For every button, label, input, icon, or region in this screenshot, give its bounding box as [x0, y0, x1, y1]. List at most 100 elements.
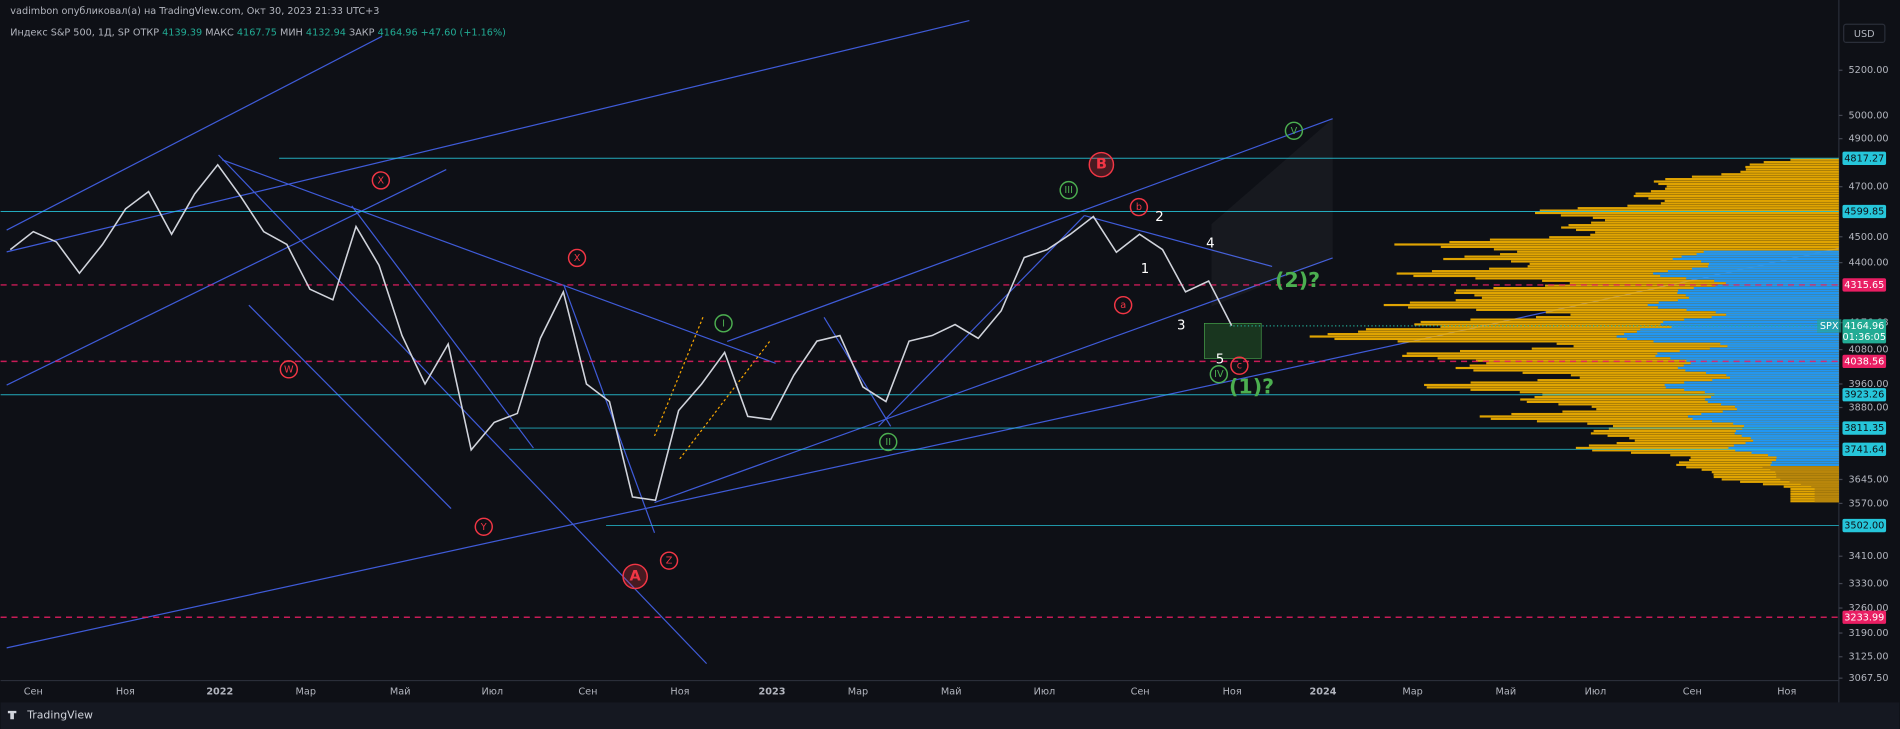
price-tag-label: 3923.26 — [1844, 390, 1884, 401]
wave-circle — [714, 314, 733, 333]
wave-label: X — [378, 175, 385, 186]
x-tick-label: Ноя — [1223, 686, 1242, 697]
profile-value-area — [1722, 410, 1839, 413]
profile-row — [1653, 180, 1839, 183]
profile-row — [1608, 427, 1839, 430]
profile-value-area — [1733, 422, 1839, 425]
profile-value-area — [1745, 442, 1839, 445]
profile-row-dim — [1814, 500, 1839, 503]
current-price-label: 4164.96 — [1844, 321, 1884, 332]
profile-value-area — [1706, 371, 1839, 374]
profile-row — [1470, 381, 1839, 384]
wave-label: c — [1237, 361, 1242, 372]
profile-row — [1658, 182, 1839, 186]
profile-row — [1536, 420, 1839, 423]
profile-value-area — [1720, 342, 1839, 345]
profile-row — [1616, 442, 1839, 445]
profile-row — [1455, 366, 1839, 370]
profile-value-area — [1703, 250, 1839, 253]
profile-value-area — [1735, 429, 1839, 433]
wave-label: a — [1120, 300, 1126, 311]
wave-label: 4 — [1206, 236, 1214, 251]
profile-row — [1493, 248, 1839, 251]
profile-value-area — [1686, 308, 1839, 311]
profile-row — [1665, 187, 1839, 190]
profile-row — [1479, 415, 1839, 418]
profile-row — [1607, 434, 1839, 437]
wave-label: W — [284, 364, 294, 375]
profile-row-dim — [1814, 492, 1839, 496]
profile-row — [1679, 461, 1839, 464]
profile-value-area — [1691, 267, 1839, 270]
wave-label: Z — [666, 556, 673, 567]
profile-value-area — [1750, 437, 1839, 440]
profile-row — [1591, 405, 1839, 408]
profile-row-dim — [1775, 471, 1839, 474]
x-tick-label: Май — [390, 686, 411, 697]
profile-value-area — [1707, 400, 1839, 404]
wave-label: V — [1291, 126, 1298, 137]
y-tick-label: 3067.50 — [1849, 673, 1889, 684]
profile-row — [1627, 204, 1839, 207]
profile-row — [1493, 286, 1839, 290]
profile-row — [1666, 185, 1839, 188]
footer-bar — [0, 702, 1900, 729]
profile-row — [1443, 257, 1839, 261]
profile-value-area — [1688, 415, 1839, 418]
wave-circle — [474, 517, 493, 536]
profile-value-area — [1743, 425, 1839, 428]
wave-label: (1)? — [1229, 375, 1274, 399]
wave-circle — [371, 171, 391, 190]
profile-row — [1721, 173, 1839, 176]
x-tick-label: Май — [1496, 686, 1517, 697]
profile-row — [1604, 219, 1839, 222]
profile-row — [1394, 243, 1839, 246]
profile-row — [1650, 190, 1839, 193]
price-tag-bg — [1842, 204, 1887, 219]
profile-row — [1365, 328, 1839, 331]
profile-row — [1745, 168, 1839, 171]
profile-value-area — [1671, 325, 1839, 328]
profile-row-dim — [1814, 495, 1839, 498]
profile-row — [1665, 178, 1839, 181]
profile-value-area — [1667, 270, 1839, 273]
price-tag-label: 3502.00 — [1844, 521, 1884, 532]
price-tag-label: 4038.56 — [1844, 356, 1884, 367]
y-tick-label: 3190.00 — [1849, 628, 1889, 639]
x-tick-label: Ноя — [1777, 686, 1796, 697]
profile-row — [1455, 289, 1839, 292]
profile-row — [1790, 158, 1839, 161]
profile-value-area — [1728, 446, 1839, 450]
profile-row — [1573, 345, 1839, 348]
profile-row-dim — [1770, 468, 1839, 471]
symbol-tag-bg — [1817, 319, 1842, 333]
profile-value-area — [1684, 388, 1839, 391]
profile-value-area — [1776, 456, 1839, 459]
x-tick-label: 2024 — [1310, 686, 1337, 697]
profile-row — [1570, 313, 1839, 316]
x-tick-label: Сен — [1683, 686, 1702, 697]
profile-row — [1414, 323, 1839, 326]
y-tick-label: 3410.00 — [1849, 551, 1889, 562]
profile-value-area — [1770, 463, 1839, 466]
profile-value-area — [1657, 352, 1839, 355]
publisher-title: vadimbon опубликовал(а) на TradingView.c… — [10, 6, 379, 17]
profile-row — [1590, 432, 1839, 435]
y-tick-label: 4080.00 — [1849, 345, 1889, 356]
currency: USD — [1854, 29, 1875, 40]
wave-circle — [659, 551, 679, 570]
countdown: 01:36:05 — [1843, 332, 1886, 343]
brand-logo — [7, 710, 17, 720]
profile-value-area — [1714, 279, 1839, 282]
wave-label: X — [574, 253, 581, 264]
price-tag-bg — [1842, 610, 1887, 624]
trend-line — [222, 159, 776, 364]
profile-row — [1522, 371, 1839, 374]
trend-line — [6, 35, 383, 231]
currency-box — [1843, 23, 1886, 43]
footer-brand: TradingView — [26, 709, 93, 722]
wave-circle — [1129, 197, 1149, 217]
profile-value-area — [1688, 296, 1839, 299]
profile-row — [1396, 272, 1839, 275]
price-tag-bg — [1842, 151, 1887, 165]
